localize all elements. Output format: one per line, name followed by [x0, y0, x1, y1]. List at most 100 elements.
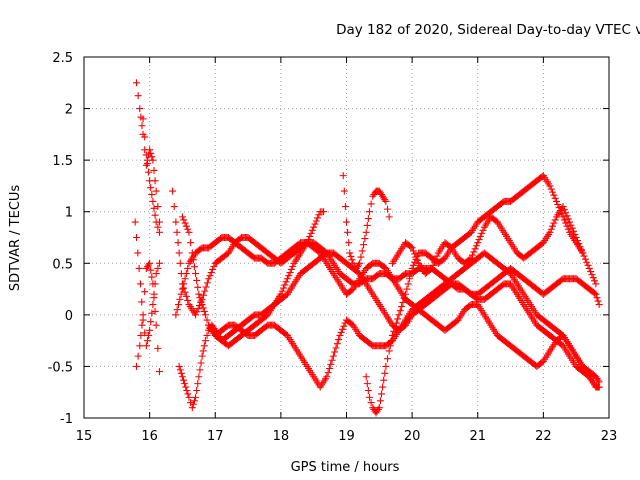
data-point	[570, 227, 578, 235]
data-point	[185, 228, 193, 236]
data-point	[146, 146, 154, 154]
y-tick-label: 2	[65, 103, 73, 118]
data-point	[427, 265, 434, 273]
data-point	[433, 252, 441, 260]
data-point	[149, 197, 157, 205]
data-point	[192, 270, 200, 278]
y-tick-label: 1.5	[52, 154, 73, 169]
data-point	[408, 264, 416, 272]
data-point	[289, 262, 297, 270]
data-point	[311, 220, 319, 228]
data-point	[170, 203, 178, 211]
data-point	[193, 276, 201, 284]
data-point	[576, 243, 584, 251]
data-point	[391, 323, 399, 331]
data-point	[192, 393, 200, 401]
data-point	[374, 405, 382, 413]
axis-ticks: 15 16 17 18 19 20 21 22 23 -1 -0.5 0 0.5 1 1.5 2 2.5	[48, 51, 618, 444]
data-point	[152, 270, 160, 278]
data-point	[396, 307, 404, 315]
data-point	[194, 305, 202, 313]
data-point	[145, 331, 153, 339]
data-point	[560, 206, 568, 214]
data-point	[402, 290, 410, 298]
x-tick-label: 17	[207, 429, 224, 444]
data-point	[190, 397, 198, 405]
data-point	[361, 235, 369, 243]
data-point	[207, 269, 215, 277]
data-point	[325, 364, 333, 372]
data-point	[360, 241, 368, 249]
data-point	[315, 211, 323, 219]
data-point	[367, 399, 375, 407]
data-point	[150, 204, 158, 212]
data-point	[336, 331, 344, 339]
data-point	[381, 196, 389, 204]
data-point	[577, 246, 585, 254]
data-point	[148, 153, 156, 161]
data-point	[154, 203, 162, 211]
data-point	[151, 307, 159, 315]
data-point	[594, 376, 602, 384]
data-point	[550, 219, 558, 227]
data-point	[185, 393, 193, 401]
data-point	[382, 362, 390, 370]
data-point	[131, 218, 139, 226]
data-point	[142, 151, 150, 159]
data-point	[562, 209, 570, 217]
data-point	[331, 348, 339, 356]
data-point	[546, 182, 554, 190]
data-point	[188, 404, 196, 412]
data-point	[147, 318, 155, 326]
series-track-10	[339, 172, 393, 272]
y-axis-title: SDTVAR / TECUs	[8, 185, 23, 292]
data-point	[303, 239, 311, 247]
data-point	[559, 203, 567, 211]
data-point	[278, 287, 286, 295]
data-point	[145, 168, 153, 176]
data-point	[575, 240, 583, 248]
data-point	[154, 344, 162, 352]
data-point	[138, 298, 146, 306]
data-point	[134, 92, 142, 100]
data-point	[595, 301, 603, 309]
data-point	[150, 294, 158, 302]
series-track-9	[205, 249, 603, 391]
data-point	[343, 218, 350, 226]
data-point	[363, 221, 371, 229]
data-point	[580, 252, 588, 260]
data-point	[411, 250, 419, 258]
data-point	[593, 294, 601, 302]
data-point	[378, 390, 385, 398]
data-point	[176, 366, 184, 374]
data-point	[199, 291, 207, 299]
data-point	[574, 237, 581, 245]
data-point	[394, 315, 402, 323]
data-point	[188, 249, 196, 257]
data-point	[184, 264, 192, 272]
data-point	[587, 268, 595, 276]
data-point	[591, 277, 599, 285]
data-point	[133, 362, 140, 370]
data-point	[592, 280, 600, 288]
data-point	[585, 264, 593, 272]
data-point	[474, 239, 482, 247]
data-point	[568, 224, 576, 232]
data-point	[184, 296, 192, 304]
data-point	[328, 356, 336, 364]
data-point	[141, 133, 149, 141]
data-point	[182, 270, 190, 278]
data-point	[151, 211, 159, 219]
data-point	[142, 161, 150, 169]
data-point	[148, 273, 156, 281]
data-point	[152, 218, 160, 226]
data-point	[333, 340, 341, 348]
data-point	[310, 223, 318, 231]
data-point	[187, 239, 195, 247]
x-tick-label: 15	[76, 429, 93, 444]
data-point	[203, 316, 211, 324]
data-point	[154, 264, 162, 272]
data-point	[142, 342, 150, 350]
data-point	[197, 297, 205, 305]
data-point	[362, 373, 370, 381]
